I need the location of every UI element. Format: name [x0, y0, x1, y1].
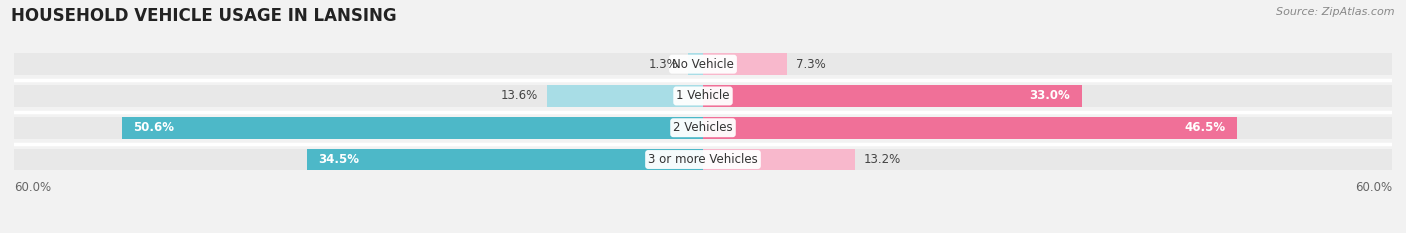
- Text: 50.6%: 50.6%: [134, 121, 174, 134]
- Text: 60.0%: 60.0%: [14, 181, 51, 194]
- Text: 33.0%: 33.0%: [1029, 89, 1070, 103]
- Text: HOUSEHOLD VEHICLE USAGE IN LANSING: HOUSEHOLD VEHICLE USAGE IN LANSING: [11, 7, 396, 25]
- Bar: [122, 117, 703, 139]
- Text: 1.3%: 1.3%: [650, 58, 679, 71]
- Text: No Vehicle: No Vehicle: [672, 58, 734, 71]
- Text: 46.5%: 46.5%: [1184, 121, 1226, 134]
- Text: 60.0%: 60.0%: [1355, 181, 1392, 194]
- Text: 3 or more Vehicles: 3 or more Vehicles: [648, 153, 758, 166]
- Bar: [14, 53, 1392, 75]
- Bar: [703, 149, 855, 170]
- Legend: Owner-occupied, Renter-occupied: Owner-occupied, Renter-occupied: [568, 229, 838, 233]
- Text: Source: ZipAtlas.com: Source: ZipAtlas.com: [1277, 7, 1395, 17]
- Text: 13.2%: 13.2%: [863, 153, 901, 166]
- Text: 2 Vehicles: 2 Vehicles: [673, 121, 733, 134]
- Bar: [547, 85, 703, 107]
- Bar: [703, 53, 787, 75]
- Bar: [14, 85, 1392, 107]
- Text: 1 Vehicle: 1 Vehicle: [676, 89, 730, 103]
- Bar: [703, 117, 1237, 139]
- Text: 7.3%: 7.3%: [796, 58, 825, 71]
- Bar: [14, 117, 1392, 139]
- Text: 13.6%: 13.6%: [501, 89, 537, 103]
- Bar: [703, 85, 1083, 107]
- Bar: [307, 149, 703, 170]
- Text: 34.5%: 34.5%: [318, 153, 360, 166]
- Bar: [688, 53, 703, 75]
- Bar: [14, 149, 1392, 170]
